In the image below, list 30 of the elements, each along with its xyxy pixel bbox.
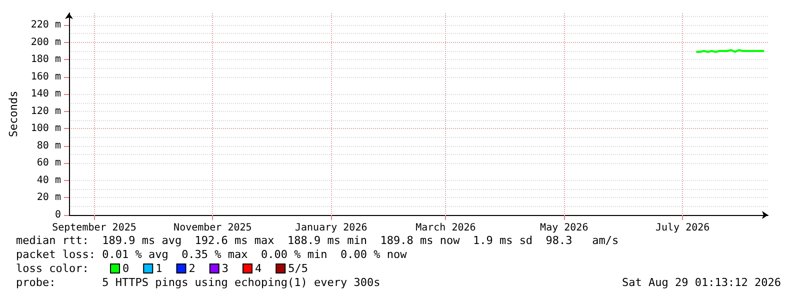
x-tick-label: November 2025 [174,222,252,234]
x-tick-label: July 2026 [655,222,710,234]
legend-label: 3 [222,262,228,275]
y-tick-label: 180 m [30,54,61,66]
y-tick-label: 20 m [36,192,61,204]
y-tick-label: 100 m [30,123,61,134]
text: loss color: [16,262,89,276]
legend-label: 0 [122,262,130,275]
text: packet loss: 0.01 % avg 0.35 % max 0.00 % min 0.00 % now [16,248,407,262]
x-tick-label: January 2026 [295,222,368,234]
text: probe: 5 HTTPS pings using echoping(1) every 300s [16,276,380,290]
x-tick-label: March 2026 [416,222,476,234]
x-tick-label: May 2026 [540,222,588,234]
y-tick-label: 120 m [30,106,61,117]
x-tick-label: September 2025 [52,222,136,234]
y-tick-label: 80 m [36,140,61,152]
y-tick-label: 160 m [30,71,61,82]
legend-label: 2 [188,262,196,275]
y-tick-label: 60 m [36,158,61,169]
y-tick-label: 200 m [30,36,61,48]
legend-label: 4 [254,262,262,275]
y-tick-label: 220 m [30,20,61,31]
y-tick-label: 40 m [36,174,61,186]
legend-label: 1 [156,262,162,275]
y-tick-label: 140 m [30,88,61,100]
y-axis-title: Seconds [7,90,20,138]
text: median rtt: 189.9 ms avg 192.6 ms max 188.9 ms min 189.8 ms now 1.9 ms sd 98.3 am/s [16,234,619,248]
text: Sat Aug 29 01:13:12 2026 [622,276,781,290]
legend-label: 5/5 [288,262,308,275]
y-tick-label: 0 [54,210,61,220]
